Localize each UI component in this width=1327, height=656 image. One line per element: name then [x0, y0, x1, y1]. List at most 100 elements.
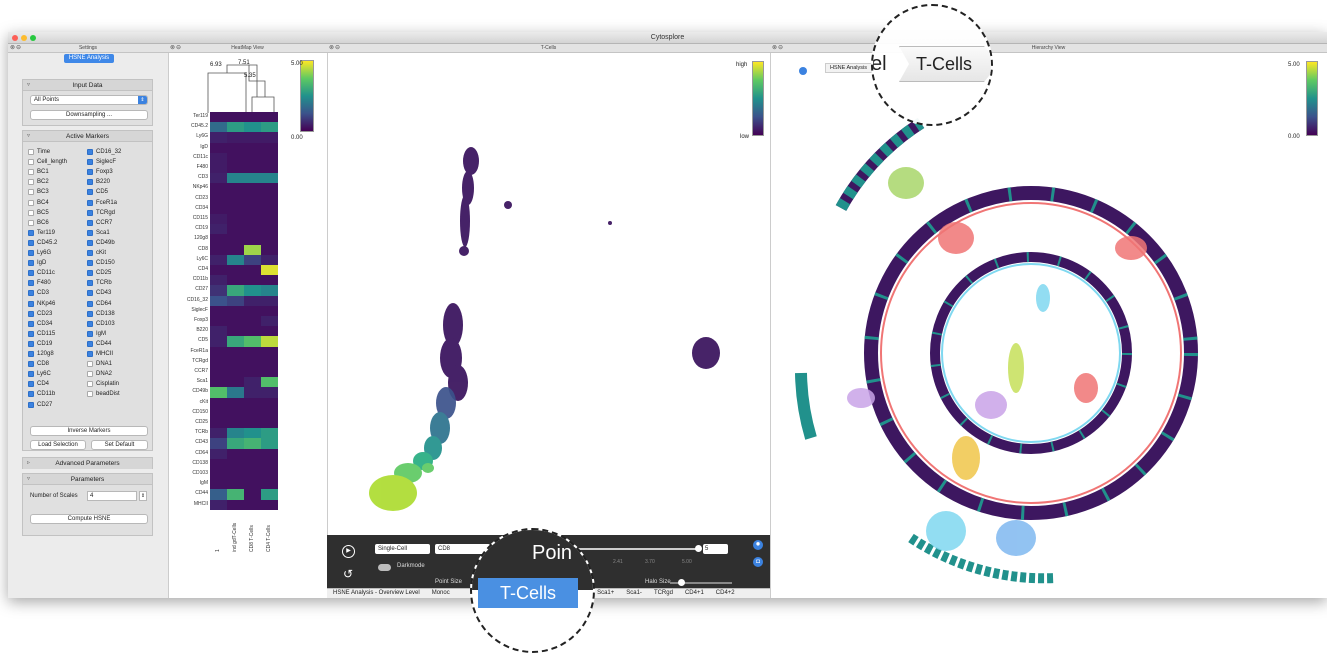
heatmap-cell[interactable]: [261, 214, 278, 225]
heatmap-cell[interactable]: [244, 132, 261, 143]
marker-checkbox[interactable]: CD23: [28, 310, 52, 318]
marker-checkbox[interactable]: CCR7: [87, 219, 112, 227]
heatmap-cell[interactable]: [244, 244, 261, 255]
marker-checkbox[interactable]: beadDist: [87, 390, 120, 398]
heatmap-cell[interactable]: [261, 275, 278, 286]
heatmap-cell[interactable]: [227, 285, 244, 296]
marker-checkbox[interactable]: CD115: [28, 330, 55, 338]
heatmap-cell[interactable]: [210, 152, 227, 163]
marker-checkbox[interactable]: CD27: [28, 401, 52, 409]
heatmap-cell[interactable]: [210, 275, 227, 286]
inverse-markers-button[interactable]: Inverse Markers: [30, 426, 148, 436]
marker-checkbox[interactable]: Ly6C: [28, 370, 51, 378]
marker-checkbox[interactable]: BC1: [28, 168, 49, 176]
heatmap-cell[interactable]: [244, 163, 261, 174]
heatmap-cell[interactable]: [244, 183, 261, 194]
heatmap-cell[interactable]: [227, 142, 244, 153]
heatmap-cell[interactable]: [227, 112, 244, 123]
marker-checkbox[interactable]: B220: [87, 178, 110, 186]
lens-tab-tcells[interactable]: T-Cells: [478, 578, 578, 608]
heatmap-cell[interactable]: [227, 305, 244, 316]
heatmap-cell[interactable]: [227, 244, 244, 255]
darkmode-toggle[interactable]: [378, 564, 391, 571]
heatmap-cell[interactable]: [227, 122, 244, 133]
heatmap-cell[interactable]: [244, 285, 261, 296]
heatmap-cell[interactable]: [227, 193, 244, 204]
heatmap-cell[interactable]: [210, 356, 227, 367]
heatmap-cell[interactable]: [210, 142, 227, 153]
pane-close-icon[interactable]: ⊗⊖: [329, 45, 342, 51]
close-window-icon[interactable]: [12, 35, 18, 41]
heatmap-cell[interactable]: [244, 305, 261, 316]
heatmap-cell[interactable]: [210, 499, 227, 510]
heatmap-cell[interactable]: [261, 438, 278, 449]
heatmap-cell[interactable]: [244, 326, 261, 337]
heatmap-cell[interactable]: [210, 336, 227, 347]
heatmap-cell[interactable]: [210, 234, 227, 245]
heatmap-cell[interactable]: [261, 428, 278, 439]
heatmap-cell[interactable]: [261, 234, 278, 245]
level-tab[interactable]: CD4+1: [684, 590, 704, 596]
heatmap-cell[interactable]: [227, 224, 244, 235]
heatmap-cell[interactable]: [244, 122, 261, 133]
heatmap-cell[interactable]: [244, 142, 261, 153]
heatmap-cell[interactable]: [227, 183, 244, 194]
advanced-parameters-header[interactable]: ▹ Advanced Parameters: [23, 458, 152, 469]
heatmap-cell[interactable]: [227, 163, 244, 174]
heatmap-cell[interactable]: [244, 367, 261, 378]
heatmap-cell[interactable]: [244, 112, 261, 123]
analysis-tab[interactable]: HSNE Analysis: [64, 54, 114, 63]
marker-checkbox[interactable]: CD150: [87, 259, 115, 267]
heatmap-cell[interactable]: [261, 173, 278, 184]
heatmap-cell[interactable]: [261, 356, 278, 367]
heatmap-cell[interactable]: [210, 479, 227, 490]
tcells-embedding[interactable]: [328, 53, 768, 533]
marker-checkbox[interactable]: IgM: [87, 330, 106, 338]
marker-checkbox[interactable]: Time: [28, 148, 50, 156]
camera-icon[interactable]: ◘: [753, 557, 763, 567]
heatmap-cell[interactable]: [261, 265, 278, 276]
heatmap-cell[interactable]: [210, 173, 227, 184]
heatmap-cell[interactable]: [261, 336, 278, 347]
marker-checkbox[interactable]: 120g8: [28, 350, 54, 358]
heatmap-cell[interactable]: [244, 479, 261, 490]
heatmap-cell[interactable]: [261, 112, 278, 123]
set-default-button[interactable]: Set Default: [91, 440, 148, 450]
heatmap-cell[interactable]: [244, 203, 261, 214]
heatmap-cell[interactable]: [210, 183, 227, 194]
heatmap-cell[interactable]: [244, 448, 261, 459]
heatmap-cell[interactable]: [210, 122, 227, 133]
heatmap-cell[interactable]: [244, 356, 261, 367]
heatmap-cell[interactable]: [261, 499, 278, 510]
heatmap-cell[interactable]: [227, 428, 244, 439]
marker-checkbox[interactable]: MHCII: [87, 350, 113, 358]
heatmap-cell[interactable]: [210, 438, 227, 449]
marker-checkbox[interactable]: CD5: [87, 188, 108, 196]
heatmap-cell[interactable]: [227, 254, 244, 265]
heatmap-cell[interactable]: [261, 418, 278, 429]
heatmap-cell[interactable]: [261, 295, 278, 306]
heatmap-cell[interactable]: [210, 387, 227, 398]
heatmap-cell[interactable]: [244, 275, 261, 286]
heatmap-cell[interactable]: [210, 285, 227, 296]
active-markers-header[interactable]: ▿ Active Markers: [23, 131, 152, 142]
mode-dropdown[interactable]: Single-Cell: [375, 544, 430, 554]
heatmap-cell[interactable]: [210, 224, 227, 235]
heatmap-cell[interactable]: [261, 367, 278, 378]
marker-checkbox[interactable]: SiglecF: [87, 158, 116, 166]
marker-checkbox[interactable]: CD45.2: [28, 239, 57, 247]
marker-checkbox[interactable]: F480: [28, 279, 51, 287]
parameters-header[interactable]: ▿ Parameters: [23, 474, 152, 485]
heatmap-cell[interactable]: [261, 152, 278, 163]
heatmap-cell[interactable]: [227, 203, 244, 214]
marker-checkbox[interactable]: CD11b: [28, 390, 55, 398]
heatmap-cell[interactable]: [261, 244, 278, 255]
heatmap-cell[interactable]: [244, 295, 261, 306]
scales-input[interactable]: 4: [87, 491, 137, 501]
heatmap-cell[interactable]: [244, 469, 261, 480]
load-selection-button[interactable]: Load Selection: [30, 440, 86, 450]
marker-checkbox[interactable]: CD138: [87, 310, 115, 318]
heatmap-cell[interactable]: [227, 265, 244, 276]
heatmap-cell[interactable]: [244, 377, 261, 388]
marker-checkbox[interactable]: Ly6G: [28, 249, 51, 257]
